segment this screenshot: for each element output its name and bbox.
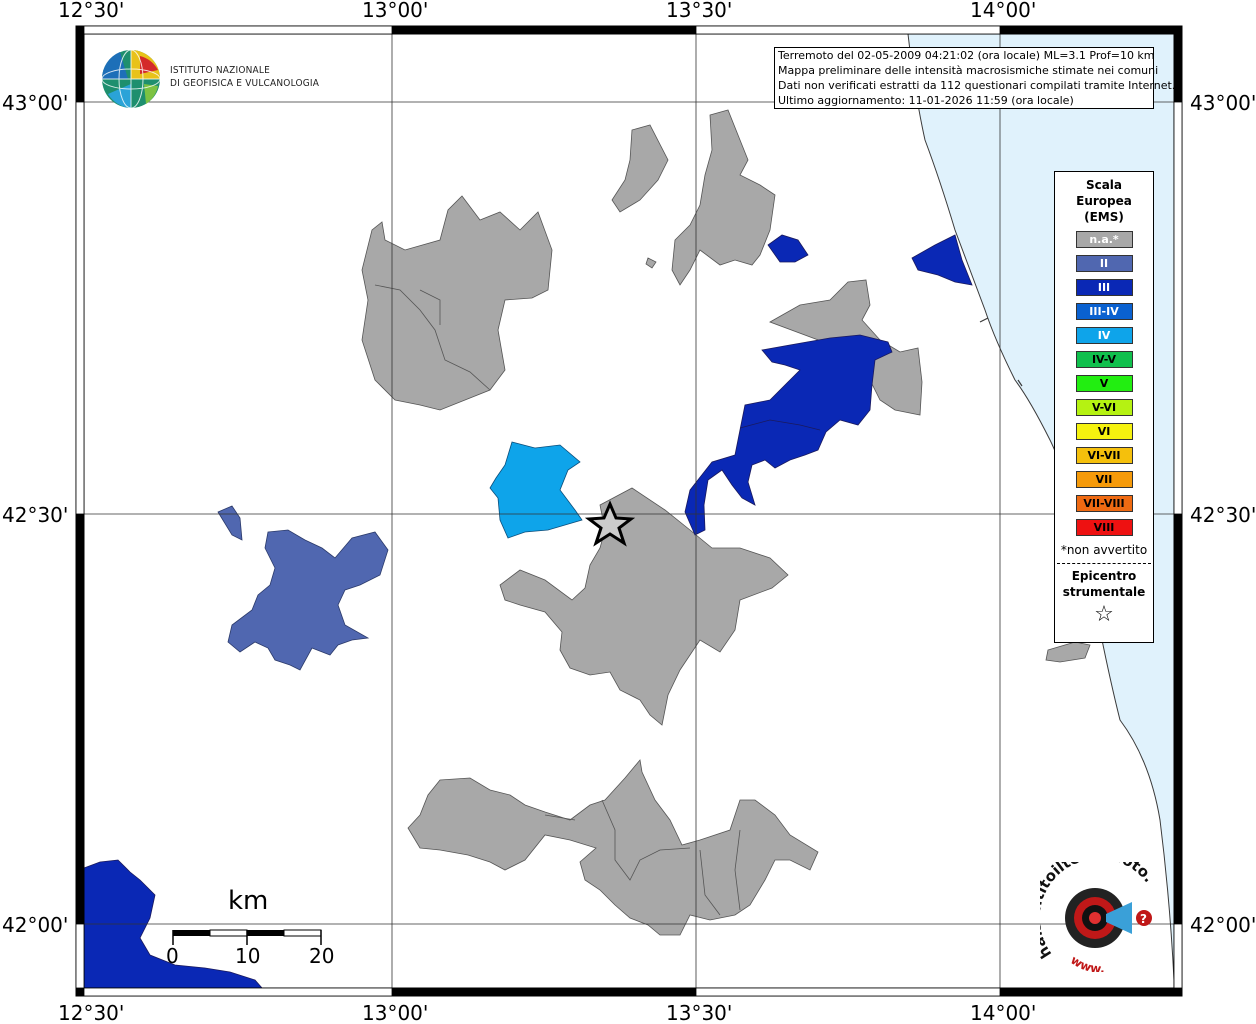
epicenter-star-icon [584,500,636,547]
legend-swatch-item: VI-VII [1075,447,1133,464]
info-line-4: Ultimo aggiornamento: 11-01-2026 11:59 (… [778,94,1074,107]
info-line-1: Terremoto del 02-05-2009 04:21:02 (ora l… [778,49,1155,62]
lat-label-right-2: 42°30' [1190,503,1256,527]
map-frame [75,25,1183,997]
ingv-logo-text: ISTITUTO NAZIONALE DI GEOFISICA E VULCAN… [170,64,319,90]
ingv-globe-icon [101,49,161,109]
lat-label-left-2: 42°30' [2,503,68,527]
region-na-center [499,487,789,726]
lat-label-right-1: 43°00' [1190,91,1256,115]
lon-label-bottom-4: 14°00' [970,1001,1036,1024]
legend-swatch-item: n.a.* [1075,231,1133,248]
region-iii-north-small [767,234,809,263]
region-na-north-east [611,109,776,286]
legend-title-line1: Scala [1085,178,1123,192]
legend-swatch-item: III-IV [1075,303,1133,320]
ingv-logo-line2: DI GEOFISICA E VULCANOLOGIA [170,78,320,89]
hst-logo-url: www. [1068,953,1105,972]
legend-star-icon: ☆ [1094,602,1114,627]
legend-title-line3: (EMS) [1084,210,1124,224]
legend-epicenter-line1: Epicentro [1071,569,1137,583]
legend-swatch-item: III [1075,279,1133,296]
scale-label-0: 0 [166,944,179,968]
lat-label-right-3: 42°00' [1190,913,1256,937]
legend-swatch-item: VII [1075,471,1133,488]
legend-items: n.a.* II III III-IV IV IV-V V V-VI VI VI-VII VII VI… [1055,231,1153,536]
lon-label-top-1: 12°30' [58,0,124,22]
legend-swatch-item: V [1075,375,1133,392]
region-na-south [407,759,819,936]
region-iii-center [684,334,893,536]
lon-label-top-4: 14°00' [970,0,1036,22]
legend-epicenter-line2: strumentale [1062,585,1146,599]
hai-sentito-logo: haisentitoilterremoto.it www. ? [1040,862,1158,972]
svg-text:www.: www. [1068,953,1105,972]
svg-text:?: ? [1140,912,1147,926]
region-ii-small [217,505,243,541]
legend-swatch-item: VI [1075,423,1133,440]
lon-label-bottom-1: 12°30' [58,1001,124,1024]
legend-swatch-item: II [1075,255,1133,272]
legend-title: Scala Europea (EMS) [1055,177,1153,225]
legend-swatch-item: V-VI [1075,399,1133,416]
lon-label-top-3: 13°30' [666,0,732,22]
scale-label-10: 10 [235,944,261,968]
lon-label-bottom-2: 13°00' [362,1001,428,1024]
legend-note: *non avvertito [1060,543,1148,557]
legend-swatch-item: IV [1075,327,1133,344]
hst-megaphone-icon [1106,902,1132,934]
region-iii-coast [911,234,973,286]
earthquake-info-box: Terremoto del 02-05-2009 04:21:02 (ora l… [774,47,1176,109]
scale-unit: km [228,886,269,916]
info-line-3: Dati non verificati estratti da 112 ques… [778,79,1176,92]
region-na-north [361,195,553,411]
legend-separator [1057,563,1151,564]
legend-epicenter-title: Epicentro strumentale [1055,568,1153,600]
region-ii-west [227,529,389,671]
legend-swatch-item: IV-V [1075,351,1133,368]
legend-swatch-item: VII-VIII [1075,495,1133,512]
lat-label-left-1: 43°00' [2,91,68,115]
scale-bar [172,929,322,945]
info-line-2: Mappa preliminare delle intensità macros… [778,64,1159,77]
legend-title-line2: Europea [1076,194,1132,208]
scale-label-20: 20 [309,944,335,968]
region-iv [489,441,583,539]
lat-label-left-3: 42°00' [2,913,68,937]
legend-swatch-item: VIII [1075,519,1133,536]
ingv-logo-line1: ISTITUTO NAZIONALE [170,65,270,76]
ems-legend: Scala Europea (EMS) n.a.* II III III-IV IV IV… [1054,171,1154,643]
lon-label-bottom-3: 13°30' [666,1001,732,1024]
lon-label-top-2: 13°00' [362,0,428,22]
region-na-coast [1045,641,1091,663]
region-iii-southwest [83,859,263,989]
